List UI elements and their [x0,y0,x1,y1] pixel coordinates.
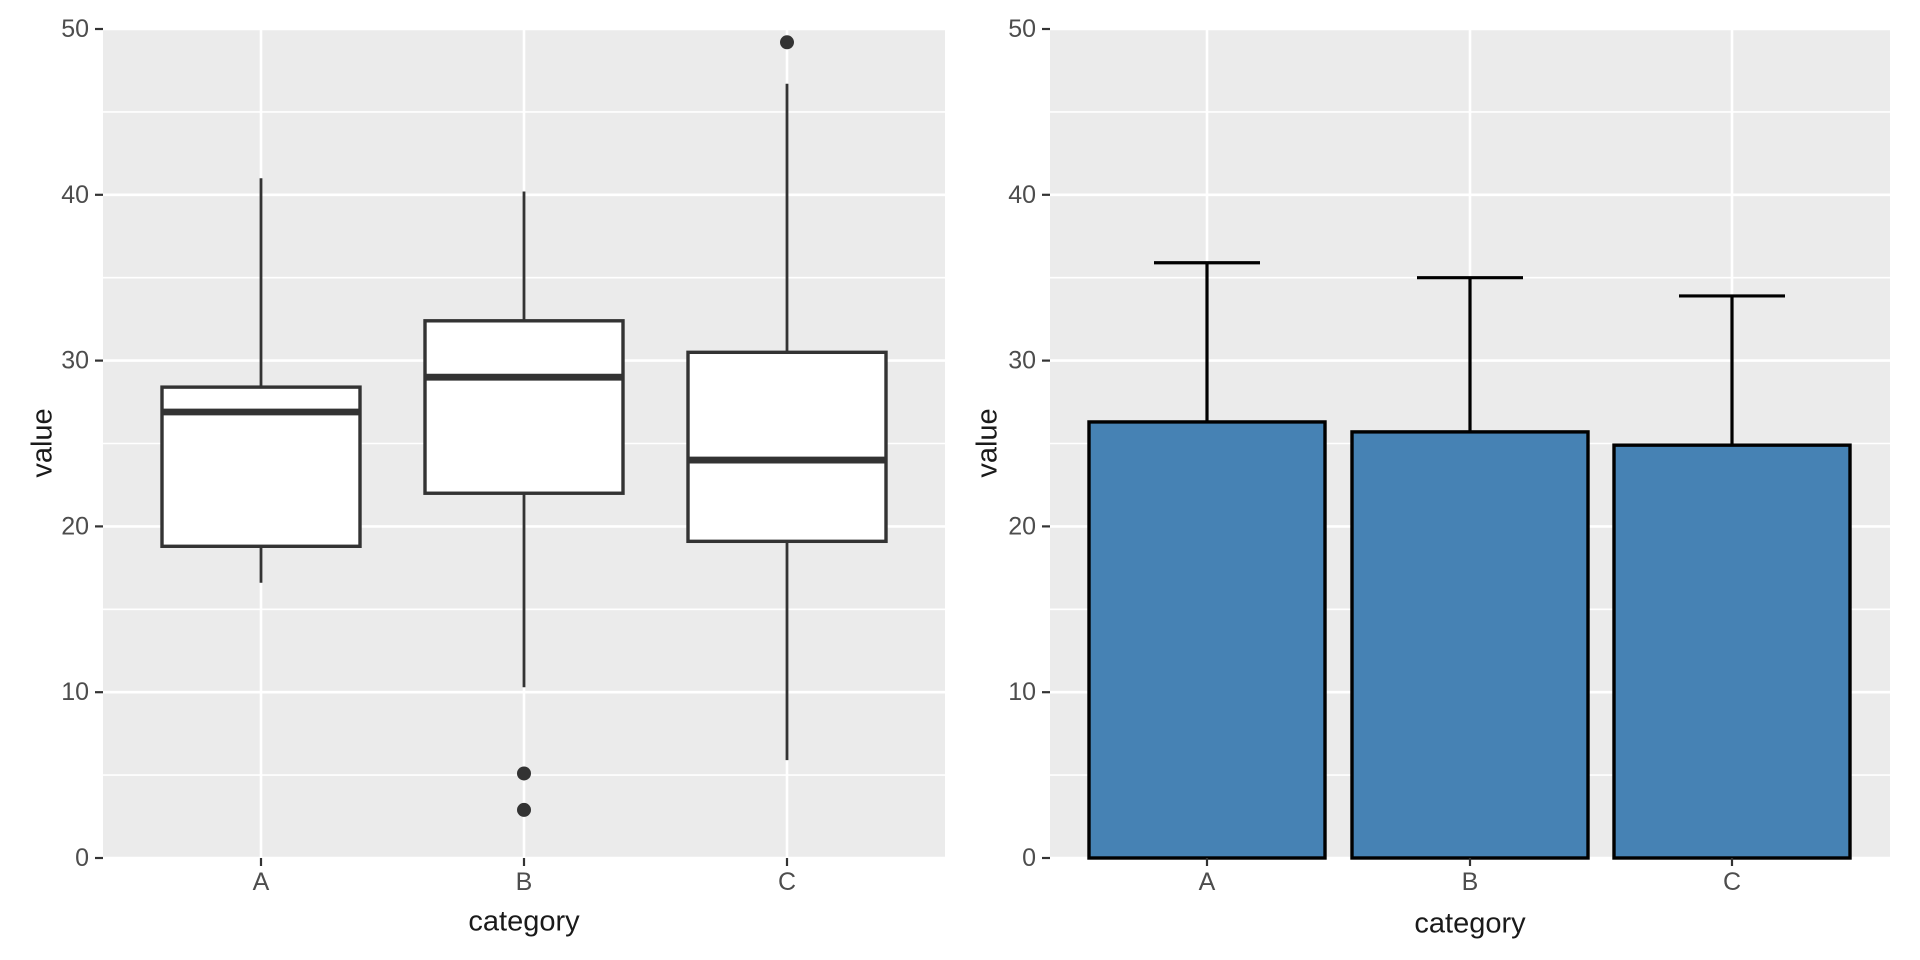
barplot-bar-C [1612,443,1852,860]
boxplot-outlier-B-1 [517,802,531,817]
boxplot-y-tick-label-20: 20 [61,512,89,540]
boxplot-y-tick-label-30: 30 [61,347,89,375]
boxplot-outlier-C-0 [780,35,794,50]
boxplot-y-tick-label-50: 50 [61,15,89,43]
boxplot-y-tick-label-10: 10 [61,678,89,706]
barplot-y-tick-label-20: 20 [1008,512,1036,540]
barplot-y-tick-label-40: 40 [1008,181,1036,209]
barplot-y-axis-title: value [971,408,1004,478]
barplot-bar-B [1350,430,1590,860]
boxplot-box-C [686,350,888,544]
boxplot-x-tick-label-C: C [778,868,796,896]
barplot-x-tick-label-C: C [1723,868,1741,896]
boxplot-y-tick-label-40: 40 [61,181,89,209]
barplot-x-tick-label-B: B [1462,868,1479,896]
barplot-x-tick-label-A: A [1199,868,1216,896]
barplot-y-tick-label-50: 50 [1008,15,1036,43]
boxplot-y-axis-title: value [26,408,59,478]
barplot-y-tick-label-10: 10 [1008,678,1036,706]
barplot-y-tick-label-0: 0 [1022,844,1036,872]
boxplot-y-tick-label-0: 0 [75,844,89,872]
barplot-bar-A [1087,420,1327,860]
boxplot-box-B [423,319,625,495]
barplot-y-tick-label-30: 30 [1008,347,1036,375]
boxplot-x-axis-title: category [468,905,580,938]
boxplot-outlier-B-0 [517,766,531,781]
boxplot-x-tick-label-A: A [253,868,270,896]
boxplot-x-tick-label-B: B [516,868,533,896]
barplot-x-axis-title: category [1414,907,1526,940]
